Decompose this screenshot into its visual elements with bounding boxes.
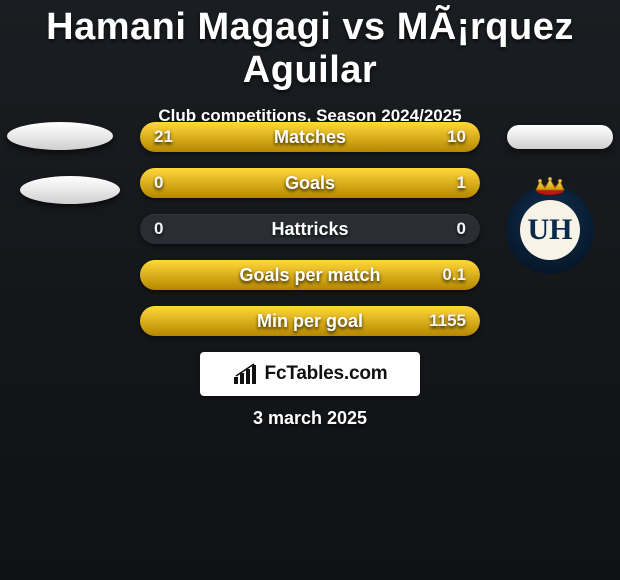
stat-label: Goals [140, 168, 480, 198]
stats-block: Matches2110Goals01Hattricks00Goals per m… [140, 122, 480, 352]
stat-value-left [140, 260, 168, 290]
stat-value-right: 0 [443, 214, 480, 244]
stat-value-right: 10 [433, 122, 480, 152]
player1-club-badge-1 [7, 122, 113, 150]
stat-value-left: 0 [140, 168, 177, 198]
stat-row-matches: Matches21 10 [140, 122, 480, 152]
page-title: Hamani Magagi vs MÃ¡rquez Aguilar [0, 0, 620, 92]
stat-row-goals: Goals0 1 [140, 168, 480, 198]
brand-box: FcTables.com [200, 352, 420, 396]
stat-row-min-per-goal: Min per goal1155 [140, 306, 480, 336]
stat-row-hattricks: Hattricks0 0 [140, 214, 480, 244]
stat-value-left: 0 [140, 214, 177, 244]
stat-value-right: 1155 [415, 306, 480, 336]
stat-value-left: 21 [140, 122, 187, 152]
stat-value-right: 0.1 [428, 260, 480, 290]
player2-club-badge-1 [507, 125, 613, 149]
stat-row-goals-per-match: Goals per match0.1 [140, 260, 480, 290]
crest-monogram: UH [528, 213, 573, 246]
date-label: 3 march 2025 [0, 408, 620, 429]
brand-text: FcTables.com [265, 363, 388, 385]
stat-label: Matches [140, 122, 480, 152]
stat-value-right: 1 [443, 168, 480, 198]
player2-club-crest: UH [500, 176, 600, 276]
stat-value-left [140, 306, 168, 336]
player1-club-badge-2 [20, 176, 120, 204]
stat-label: Hattricks [140, 214, 480, 244]
brand-chart-icon [233, 363, 259, 385]
